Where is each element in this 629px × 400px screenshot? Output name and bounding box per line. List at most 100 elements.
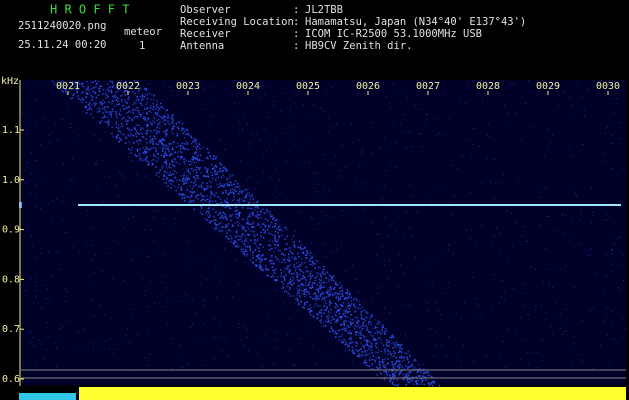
- noise-pixel: [341, 210, 343, 212]
- noise-pixel: [522, 304, 524, 306]
- echo-pixel: [278, 260, 280, 262]
- noise-pixel: [244, 261, 246, 263]
- echo-pixel: [237, 192, 240, 195]
- echo-pixel: [209, 214, 211, 217]
- echo-pixel: [172, 148, 174, 151]
- echo-pixel: [170, 167, 173, 169]
- noise-pixel: [371, 348, 373, 349]
- echo-pixel: [325, 282, 328, 284]
- echo-pixel: [389, 368, 391, 371]
- echo-pixel: [131, 147, 133, 149]
- echo-pixel: [183, 177, 185, 179]
- noise-pixel: [132, 137, 134, 139]
- echo-pixel: [184, 182, 186, 185]
- echo-pixel: [140, 115, 142, 118]
- echo-pixel: [200, 207, 203, 209]
- echo-pixel: [357, 355, 359, 357]
- echo-pixel: [394, 384, 397, 386]
- echo-pixel: [379, 362, 381, 364]
- echo-pixel: [244, 200, 246, 202]
- echo-pixel: [186, 178, 189, 180]
- echo-pixel: [281, 229, 283, 232]
- echo-pixel: [335, 292, 337, 295]
- noise-pixel: [41, 343, 42, 345]
- noise-pixel: [537, 351, 539, 353]
- echo-pixel: [138, 88, 141, 90]
- echo-pixel: [280, 272, 283, 274]
- noise-pixel: [438, 133, 440, 134]
- echo-pixel: [92, 90, 95, 93]
- noise-pixel: [375, 253, 377, 255]
- noise-pixel: [183, 160, 185, 162]
- echo-pixel: [140, 128, 142, 131]
- noise-pixel: [470, 154, 472, 156]
- echo-pixel: [406, 352, 408, 355]
- noise-pixel: [313, 229, 315, 231]
- echo-pixel: [404, 376, 406, 378]
- echo-pixel: [385, 370, 388, 373]
- echo-pixel: [289, 270, 291, 272]
- echo-pixel: [350, 338, 352, 341]
- noise-pixel: [383, 137, 385, 139]
- noise-pixel: [261, 366, 263, 368]
- echo-pixel: [255, 255, 258, 257]
- echo-pixel: [358, 354, 361, 356]
- echo-pixel: [124, 89, 126, 92]
- noise-pixel: [359, 331, 361, 333]
- echo-pixel: [128, 96, 130, 99]
- noise-pixel: [563, 92, 565, 93]
- echo-pixel: [215, 219, 217, 221]
- noise-pixel: [185, 93, 187, 95]
- echo-pixel: [139, 87, 142, 90]
- echo-pixel: [180, 151, 183, 153]
- echo-pixel: [285, 257, 287, 260]
- echo-pixel: [162, 108, 165, 110]
- echo-pixel: [125, 107, 128, 110]
- echo-pixel: [122, 133, 125, 136]
- echo-pixel: [283, 248, 286, 251]
- noise-pixel: [56, 347, 58, 349]
- echo-pixel: [70, 86, 72, 88]
- echo-pixel: [182, 178, 184, 180]
- echo-pixel: [284, 254, 286, 256]
- echo-pixel: [326, 293, 329, 295]
- echo-pixel: [207, 168, 209, 170]
- echo-pixel: [193, 176, 195, 178]
- noise-pixel: [247, 191, 249, 193]
- echo-pixel: [294, 269, 297, 272]
- noise-pixel: [373, 84, 375, 86]
- echo-pixel: [136, 80, 139, 83]
- noise-pixel: [598, 80, 600, 82]
- echo-pixel: [103, 116, 105, 118]
- noise-pixel: [541, 339, 543, 341]
- echo-pixel: [370, 343, 373, 345]
- echo-pixel: [247, 234, 250, 236]
- echo-pixel: [164, 130, 166, 133]
- echo-pixel: [274, 247, 277, 249]
- noise-pixel: [35, 281, 37, 283]
- echo-pixel: [220, 222, 222, 224]
- echo-pixel: [229, 230, 232, 232]
- echo-pixel: [389, 376, 391, 379]
- echo-pixel: [104, 121, 106, 123]
- echo-pixel: [309, 281, 311, 283]
- echo-pixel: [346, 346, 349, 348]
- echo-pixel: [324, 299, 326, 302]
- echo-pixel: [368, 348, 371, 350]
- echo-pixel: [380, 373, 382, 375]
- echo-pixel: [270, 276, 272, 278]
- echo-pixel: [292, 276, 294, 278]
- noise-pixel: [473, 128, 474, 129]
- echo-pixel: [337, 330, 339, 332]
- echo-pixel: [368, 321, 370, 323]
- echo-pixel: [226, 202, 229, 205]
- noise-pixel: [431, 284, 433, 286]
- echo-pixel: [112, 95, 114, 98]
- echo-pixel: [320, 285, 322, 287]
- echo-pixel: [325, 309, 327, 312]
- echo-pixel: [241, 248, 244, 250]
- echo-pixel: [125, 89, 128, 92]
- noise-pixel: [502, 341, 504, 342]
- echo-pixel: [338, 339, 340, 341]
- echo-pixel: [169, 171, 171, 173]
